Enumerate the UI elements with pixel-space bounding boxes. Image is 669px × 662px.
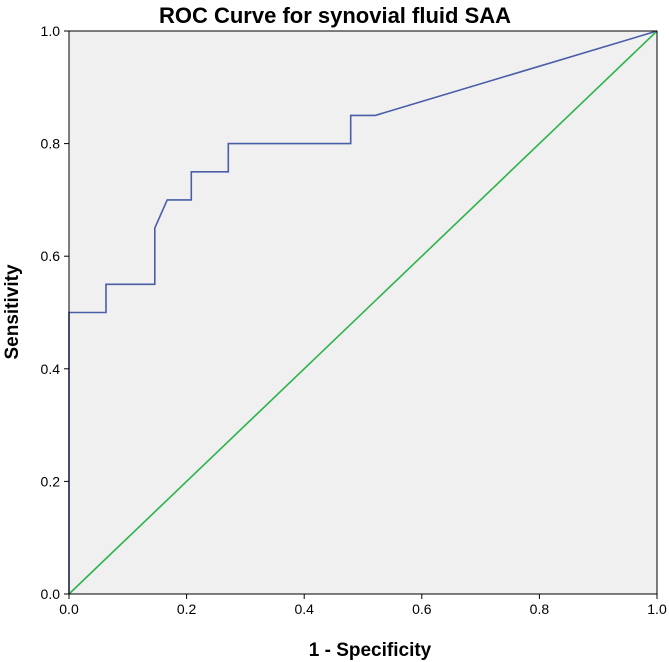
y-tick-label: 0.8 (41, 136, 61, 152)
series-layer (68, 30, 658, 595)
x-tick-label: 0.6 (412, 601, 432, 617)
y-tick-label: 0.6 (41, 248, 61, 264)
y-tick-label: 0.0 (41, 586, 61, 602)
series-line-0 (68, 30, 658, 594)
y-tick-label: 0.4 (41, 361, 61, 377)
x-tick-label: 0.2 (177, 601, 197, 617)
axes-layer: 0.0 0.2 0.4 0.6 0.8 1.0 0.0 0.2 0.4 0.6 0.8 1.0 (41, 23, 667, 617)
y-tick-label: 1.0 (41, 23, 61, 39)
y-tick-label: 0.2 (41, 473, 61, 489)
x-tick-label: 0.0 (59, 601, 79, 617)
x-tick-label: 0.4 (294, 601, 314, 617)
x-tick-label: 0.8 (530, 601, 550, 617)
x-axis-label: 1 - Specificity (309, 640, 432, 661)
chart-title: ROC Curve for synovial fluid SAA (159, 3, 511, 28)
x-tick-label: 1.0 (647, 601, 667, 617)
plot-frame (68, 30, 658, 595)
series-line-1 (68, 30, 658, 595)
y-axis-label: Sensitivity (2, 264, 23, 359)
